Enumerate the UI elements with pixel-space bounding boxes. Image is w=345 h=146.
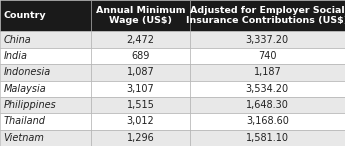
Text: Adjusted for Employer Social
Insurance Contributions (US$): Adjusted for Employer Social Insurance C… <box>186 6 345 25</box>
Bar <box>0 64 91 80</box>
Text: Philippines: Philippines <box>3 100 56 110</box>
Text: 3,168.60: 3,168.60 <box>246 117 289 126</box>
Bar <box>190 80 345 97</box>
Text: Vietnam: Vietnam <box>3 133 44 143</box>
Text: Annual Minimum
Wage (US$): Annual Minimum Wage (US$) <box>96 6 185 25</box>
Bar <box>190 113 345 130</box>
Bar <box>0 0 91 31</box>
Text: 1,296: 1,296 <box>127 133 155 143</box>
Bar <box>0 113 91 130</box>
Bar <box>91 80 190 97</box>
Text: Country: Country <box>3 11 46 20</box>
Bar <box>190 31 345 48</box>
Bar <box>0 48 91 64</box>
Bar <box>91 113 190 130</box>
Bar <box>91 130 190 146</box>
Bar <box>0 80 91 97</box>
Text: 1,087: 1,087 <box>127 67 155 77</box>
Bar <box>91 31 190 48</box>
Text: 3,337.20: 3,337.20 <box>246 35 289 45</box>
Text: 2,472: 2,472 <box>127 35 155 45</box>
Bar <box>91 97 190 113</box>
Text: Indonesia: Indonesia <box>3 67 51 77</box>
Bar <box>0 130 91 146</box>
Bar <box>190 64 345 80</box>
Bar <box>0 31 91 48</box>
Text: 3,534.20: 3,534.20 <box>246 84 289 94</box>
Text: 1,648.30: 1,648.30 <box>246 100 289 110</box>
Text: Malaysia: Malaysia <box>3 84 46 94</box>
Bar <box>91 0 190 31</box>
Text: 1,515: 1,515 <box>127 100 155 110</box>
Bar <box>190 0 345 31</box>
Text: 3,107: 3,107 <box>127 84 155 94</box>
Bar <box>91 64 190 80</box>
Text: 1,581.10: 1,581.10 <box>246 133 289 143</box>
Text: 3,012: 3,012 <box>127 117 155 126</box>
Text: 740: 740 <box>258 51 277 61</box>
Bar <box>190 97 345 113</box>
Bar <box>190 48 345 64</box>
Text: 689: 689 <box>131 51 150 61</box>
Text: 1,187: 1,187 <box>254 67 281 77</box>
Text: Thailand: Thailand <box>3 117 46 126</box>
Bar <box>91 48 190 64</box>
Bar <box>190 130 345 146</box>
Text: China: China <box>3 35 31 45</box>
Text: India: India <box>3 51 28 61</box>
Bar <box>0 97 91 113</box>
